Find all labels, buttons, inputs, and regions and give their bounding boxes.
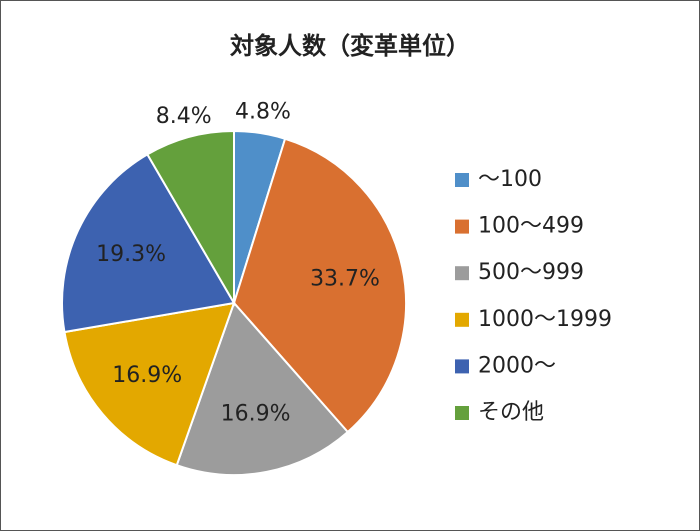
- legend-swatch: [455, 266, 469, 281]
- chart-title: 対象人数（変革単位）: [230, 32, 470, 60]
- legend-label: その他: [478, 400, 544, 425]
- legend-label: 2000～: [478, 353, 556, 378]
- legend-swatch: [455, 359, 469, 374]
- legend-label: ～100: [478, 167, 542, 192]
- legend-label: 500～999: [478, 260, 584, 285]
- data-label: 16.9%: [112, 363, 182, 388]
- pie-slice: [232, 137, 407, 434]
- pie-slice: [63, 301, 236, 467]
- data-label: 4.8%: [235, 100, 291, 125]
- pie-slice: [61, 153, 236, 334]
- legend-swatch: [455, 219, 469, 234]
- data-label: 33.7%: [310, 266, 380, 291]
- pie-slice: [146, 129, 235, 307]
- legend-swatch: [455, 312, 469, 327]
- data-label: 19.3%: [96, 242, 166, 267]
- legend-label: 100～499: [478, 214, 584, 239]
- legend-swatch: [455, 173, 469, 187]
- legend-label: 1000～1999: [478, 307, 612, 332]
- legend-swatch: [455, 406, 469, 420]
- data-label: 8.4%: [156, 104, 212, 129]
- data-label: 16.9%: [221, 401, 291, 426]
